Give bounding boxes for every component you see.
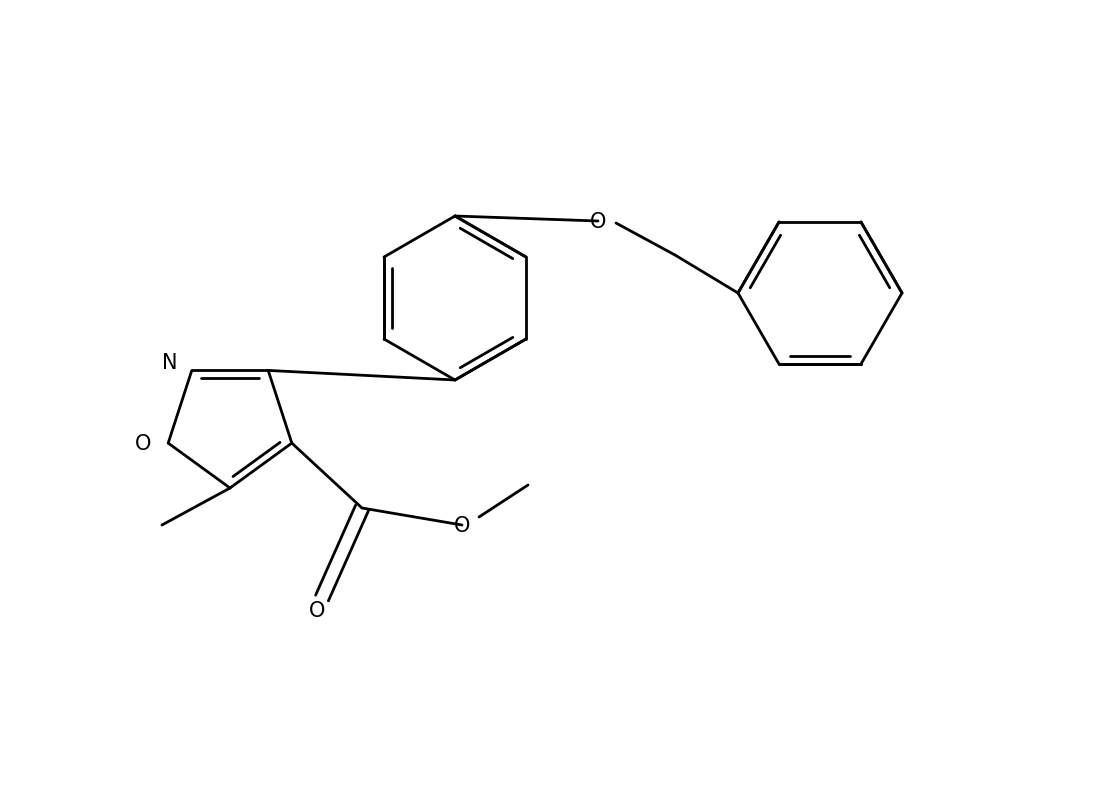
- Text: O: O: [453, 516, 470, 536]
- Text: O: O: [590, 212, 606, 232]
- Text: O: O: [135, 434, 152, 454]
- Text: N: N: [163, 353, 178, 373]
- Text: O: O: [309, 601, 325, 620]
